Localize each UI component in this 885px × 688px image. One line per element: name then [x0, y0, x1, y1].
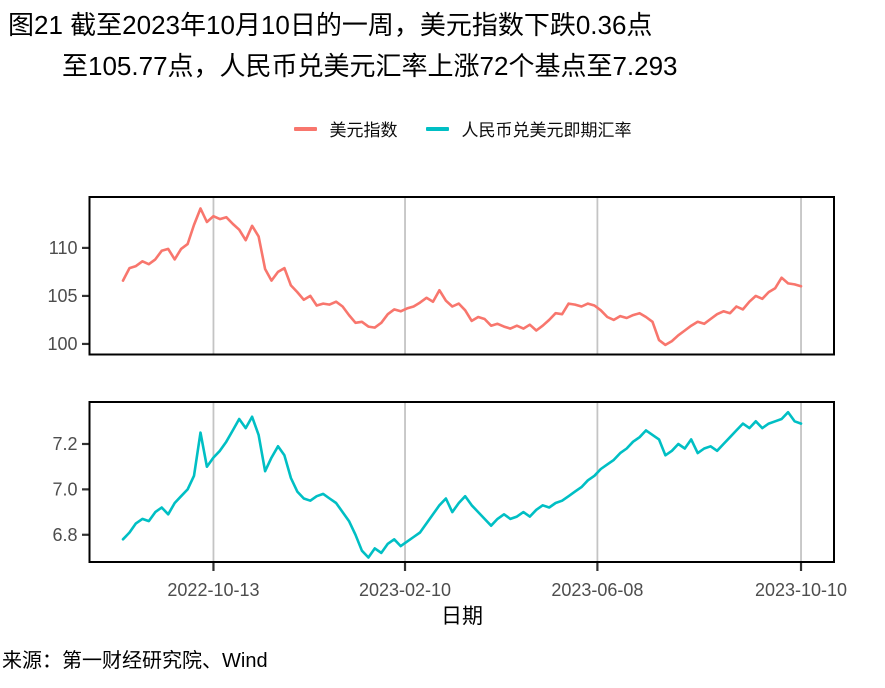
figure-title-line2: 至105.77点，人民币兑美元汇率上涨72个基点至7.293 [62, 51, 678, 81]
x-tick-label: 2023-06-08 [551, 580, 643, 600]
figure-title: 图21 截至2023年10月10日的一周，美元指数下跌0.36点 至105.77… [8, 5, 678, 87]
x-tick-label: 2022-10-13 [167, 580, 259, 600]
legend-key-usd-line [293, 126, 317, 131]
panel-border-cny-usd-spot [88, 401, 835, 563]
y-tick-label: 100 [47, 334, 77, 354]
source-note: 来源：第一财经研究院、Wind [2, 650, 268, 672]
series-line-cny-usd-spot [121, 410, 803, 559]
figure-title-line1: 图21 截至2023年10月10日的一周，美元指数下跌0.36点 [8, 10, 653, 40]
y-tick-label: 7.0 [52, 479, 77, 499]
legend-key-cny-line [425, 126, 449, 131]
x-axis-title: 日期 [441, 605, 483, 628]
y-tick-label: 6.8 [52, 525, 77, 545]
panel-border-usd-index [88, 196, 835, 356]
legend-item-cny-rate: 人民币兑美元即期汇率 [425, 116, 632, 141]
x-tick-label: 2023-10-10 [755, 580, 847, 600]
y-tick-label: 7.2 [52, 434, 77, 454]
series-line-usd-index [121, 207, 803, 347]
y-tick-label: 110 [49, 238, 78, 258]
legend-label-cny-rate: 人民币兑美元即期汇率 [461, 121, 632, 140]
x-tick-label: 2023-02-10 [359, 580, 451, 600]
y-tick-label: 105 [47, 286, 77, 306]
legend-item-usd-index: 美元指数 [293, 116, 398, 141]
legend-label-usd-index: 美元指数 [329, 121, 398, 140]
chart-legend: 美元指数 人民币兑美元即期汇率 [90, 116, 835, 141]
